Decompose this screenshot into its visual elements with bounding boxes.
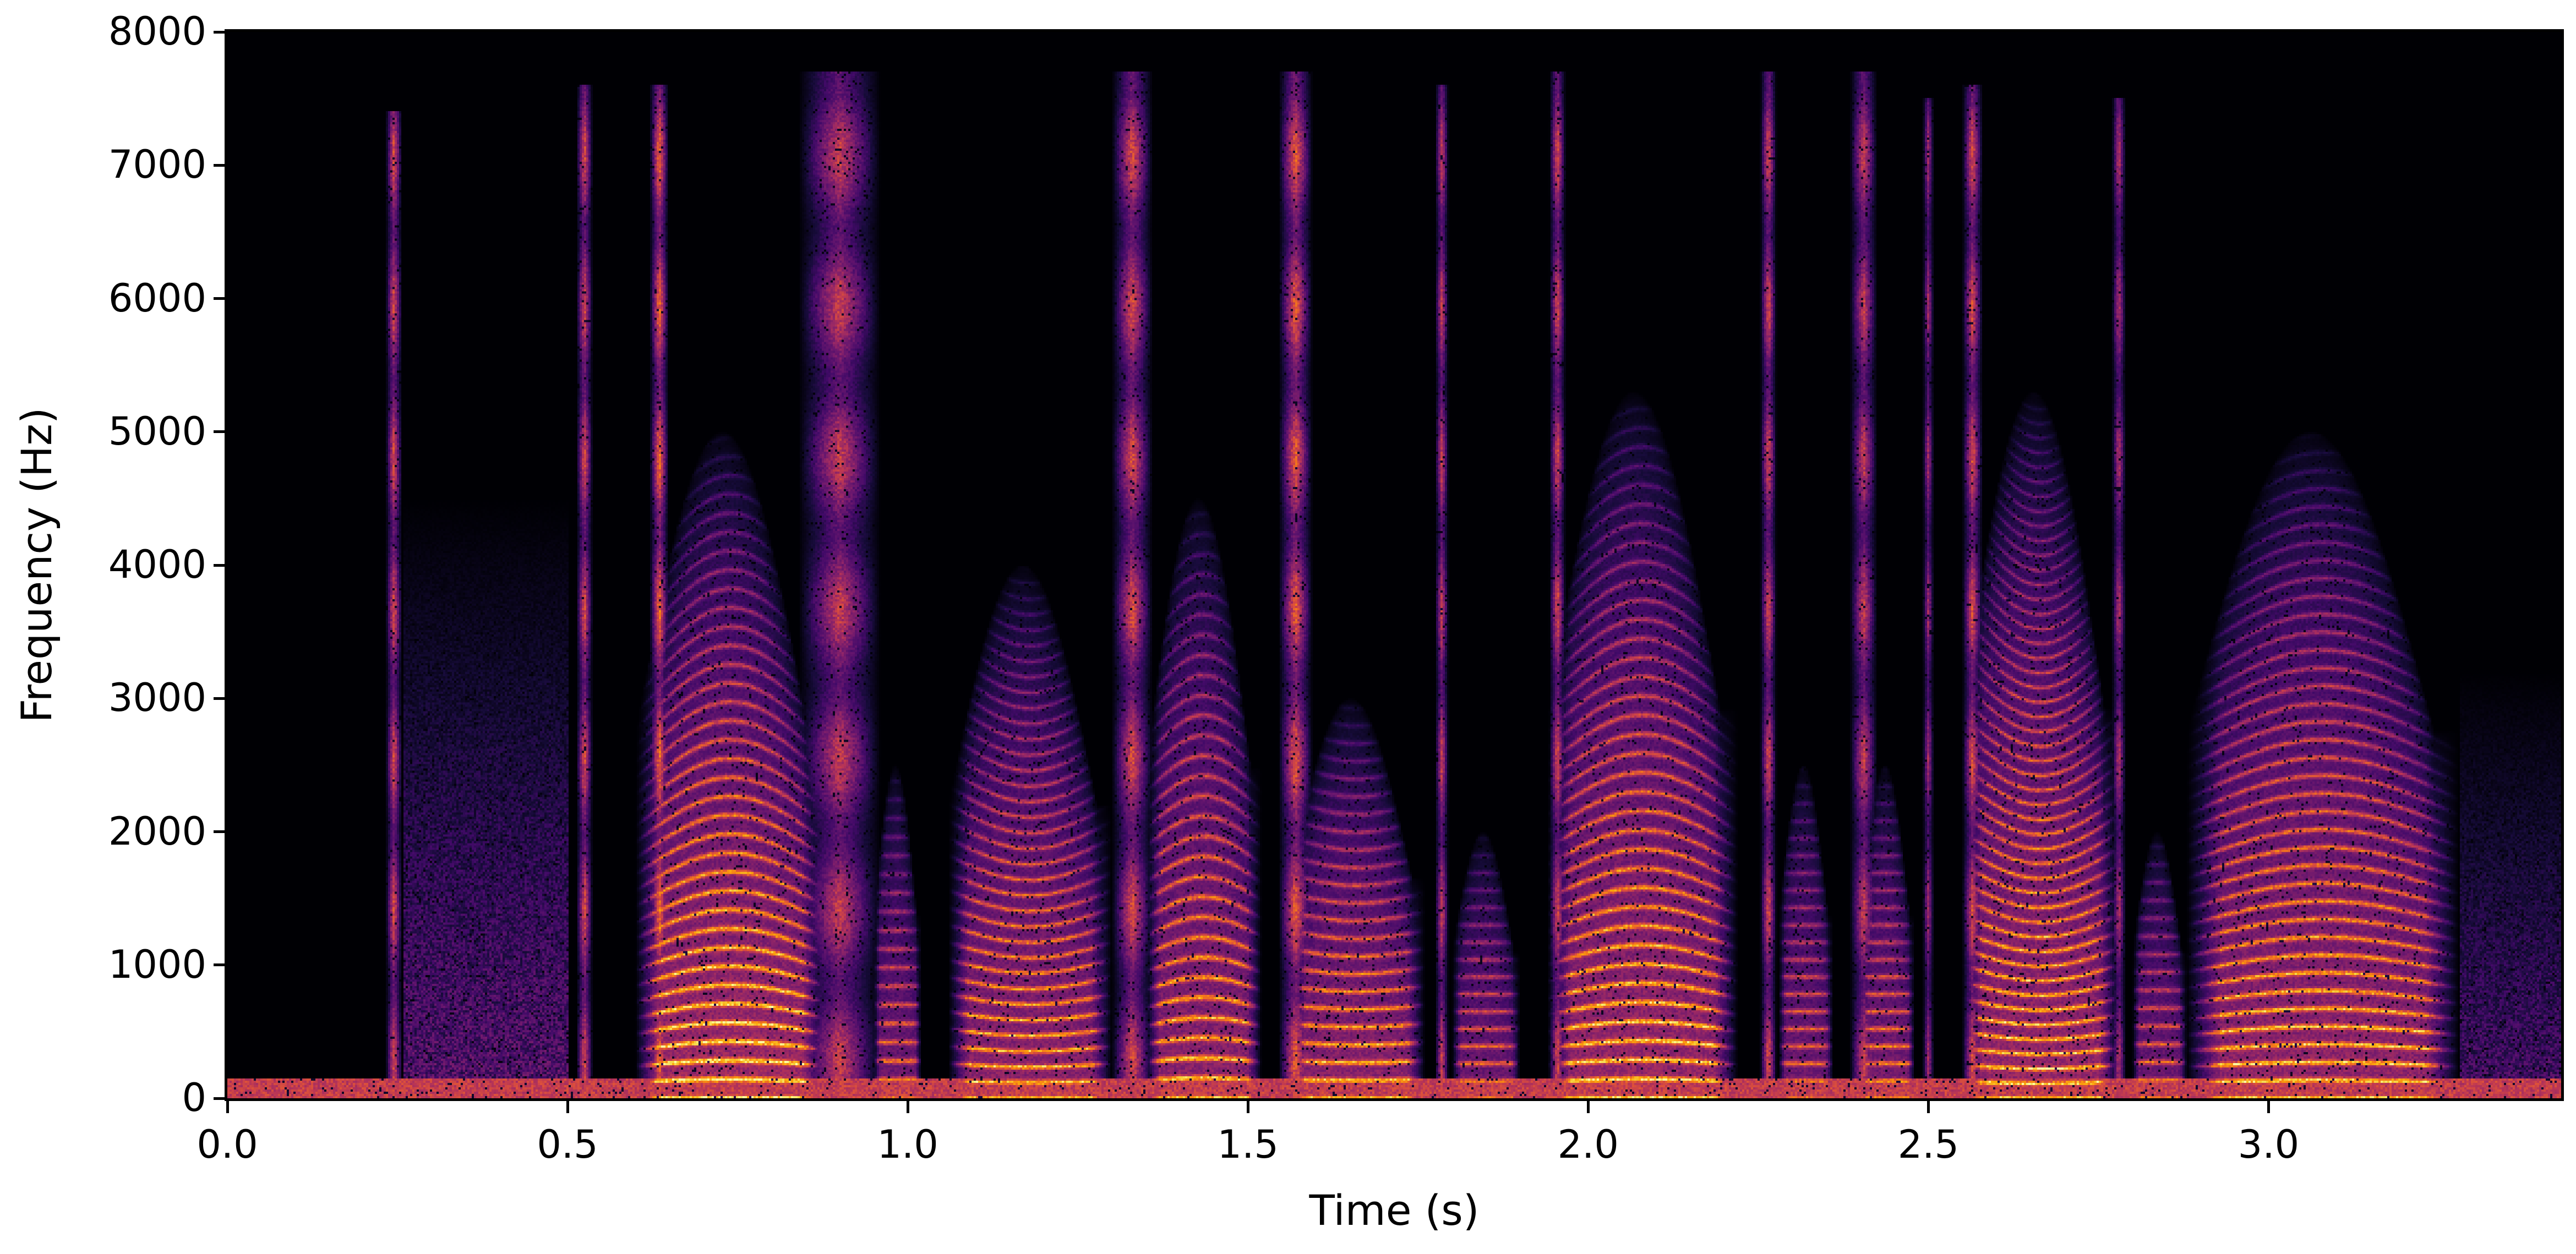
y-tick-mark xyxy=(214,963,227,967)
x-tick-label: 0.0 xyxy=(197,1122,258,1167)
y-axis-label: Frequency (Hz) xyxy=(12,407,61,723)
y-tick-mark xyxy=(214,430,227,434)
y-tick-label: 7000 xyxy=(108,142,206,188)
x-tick-label: 3.0 xyxy=(2237,1122,2300,1167)
y-tick-label: 6000 xyxy=(108,275,206,321)
y-tick-mark xyxy=(214,830,227,833)
y-tick-label: 4000 xyxy=(108,542,206,587)
y-tick-label: 2000 xyxy=(108,808,206,854)
x-tick-label: 2.0 xyxy=(1557,1122,1619,1167)
x-tick-label: 2.5 xyxy=(1897,1122,1960,1167)
x-tick-mark xyxy=(1926,1098,1930,1113)
y-tick-mark xyxy=(214,297,227,300)
x-tick-mark xyxy=(226,1098,229,1113)
y-tick-label: 0 xyxy=(182,1075,206,1120)
spectrogram-heatmap xyxy=(227,32,2561,1098)
x-axis-label: Time (s) xyxy=(1309,1186,1480,1235)
y-tick-mark xyxy=(214,1097,227,1100)
plot-area xyxy=(227,32,2561,1098)
x-tick-label: 1.5 xyxy=(1217,1122,1279,1167)
y-tick-mark xyxy=(214,30,227,34)
x-tick-label: 1.0 xyxy=(877,1122,938,1167)
y-tick-label: 3000 xyxy=(108,675,206,721)
y-tick-mark xyxy=(214,697,227,700)
y-tick-label: 1000 xyxy=(108,941,206,987)
y-tick-mark xyxy=(214,563,227,567)
x-tick-mark xyxy=(1586,1098,1590,1113)
x-tick-mark xyxy=(2267,1098,2270,1113)
y-tick-mark xyxy=(214,163,227,167)
x-tick-mark xyxy=(566,1098,569,1113)
x-tick-mark xyxy=(1246,1098,1249,1113)
y-tick-label: 5000 xyxy=(108,408,206,454)
x-tick-mark xyxy=(906,1098,909,1113)
y-tick-label: 8000 xyxy=(108,9,206,54)
x-tick-label: 0.5 xyxy=(537,1122,598,1167)
